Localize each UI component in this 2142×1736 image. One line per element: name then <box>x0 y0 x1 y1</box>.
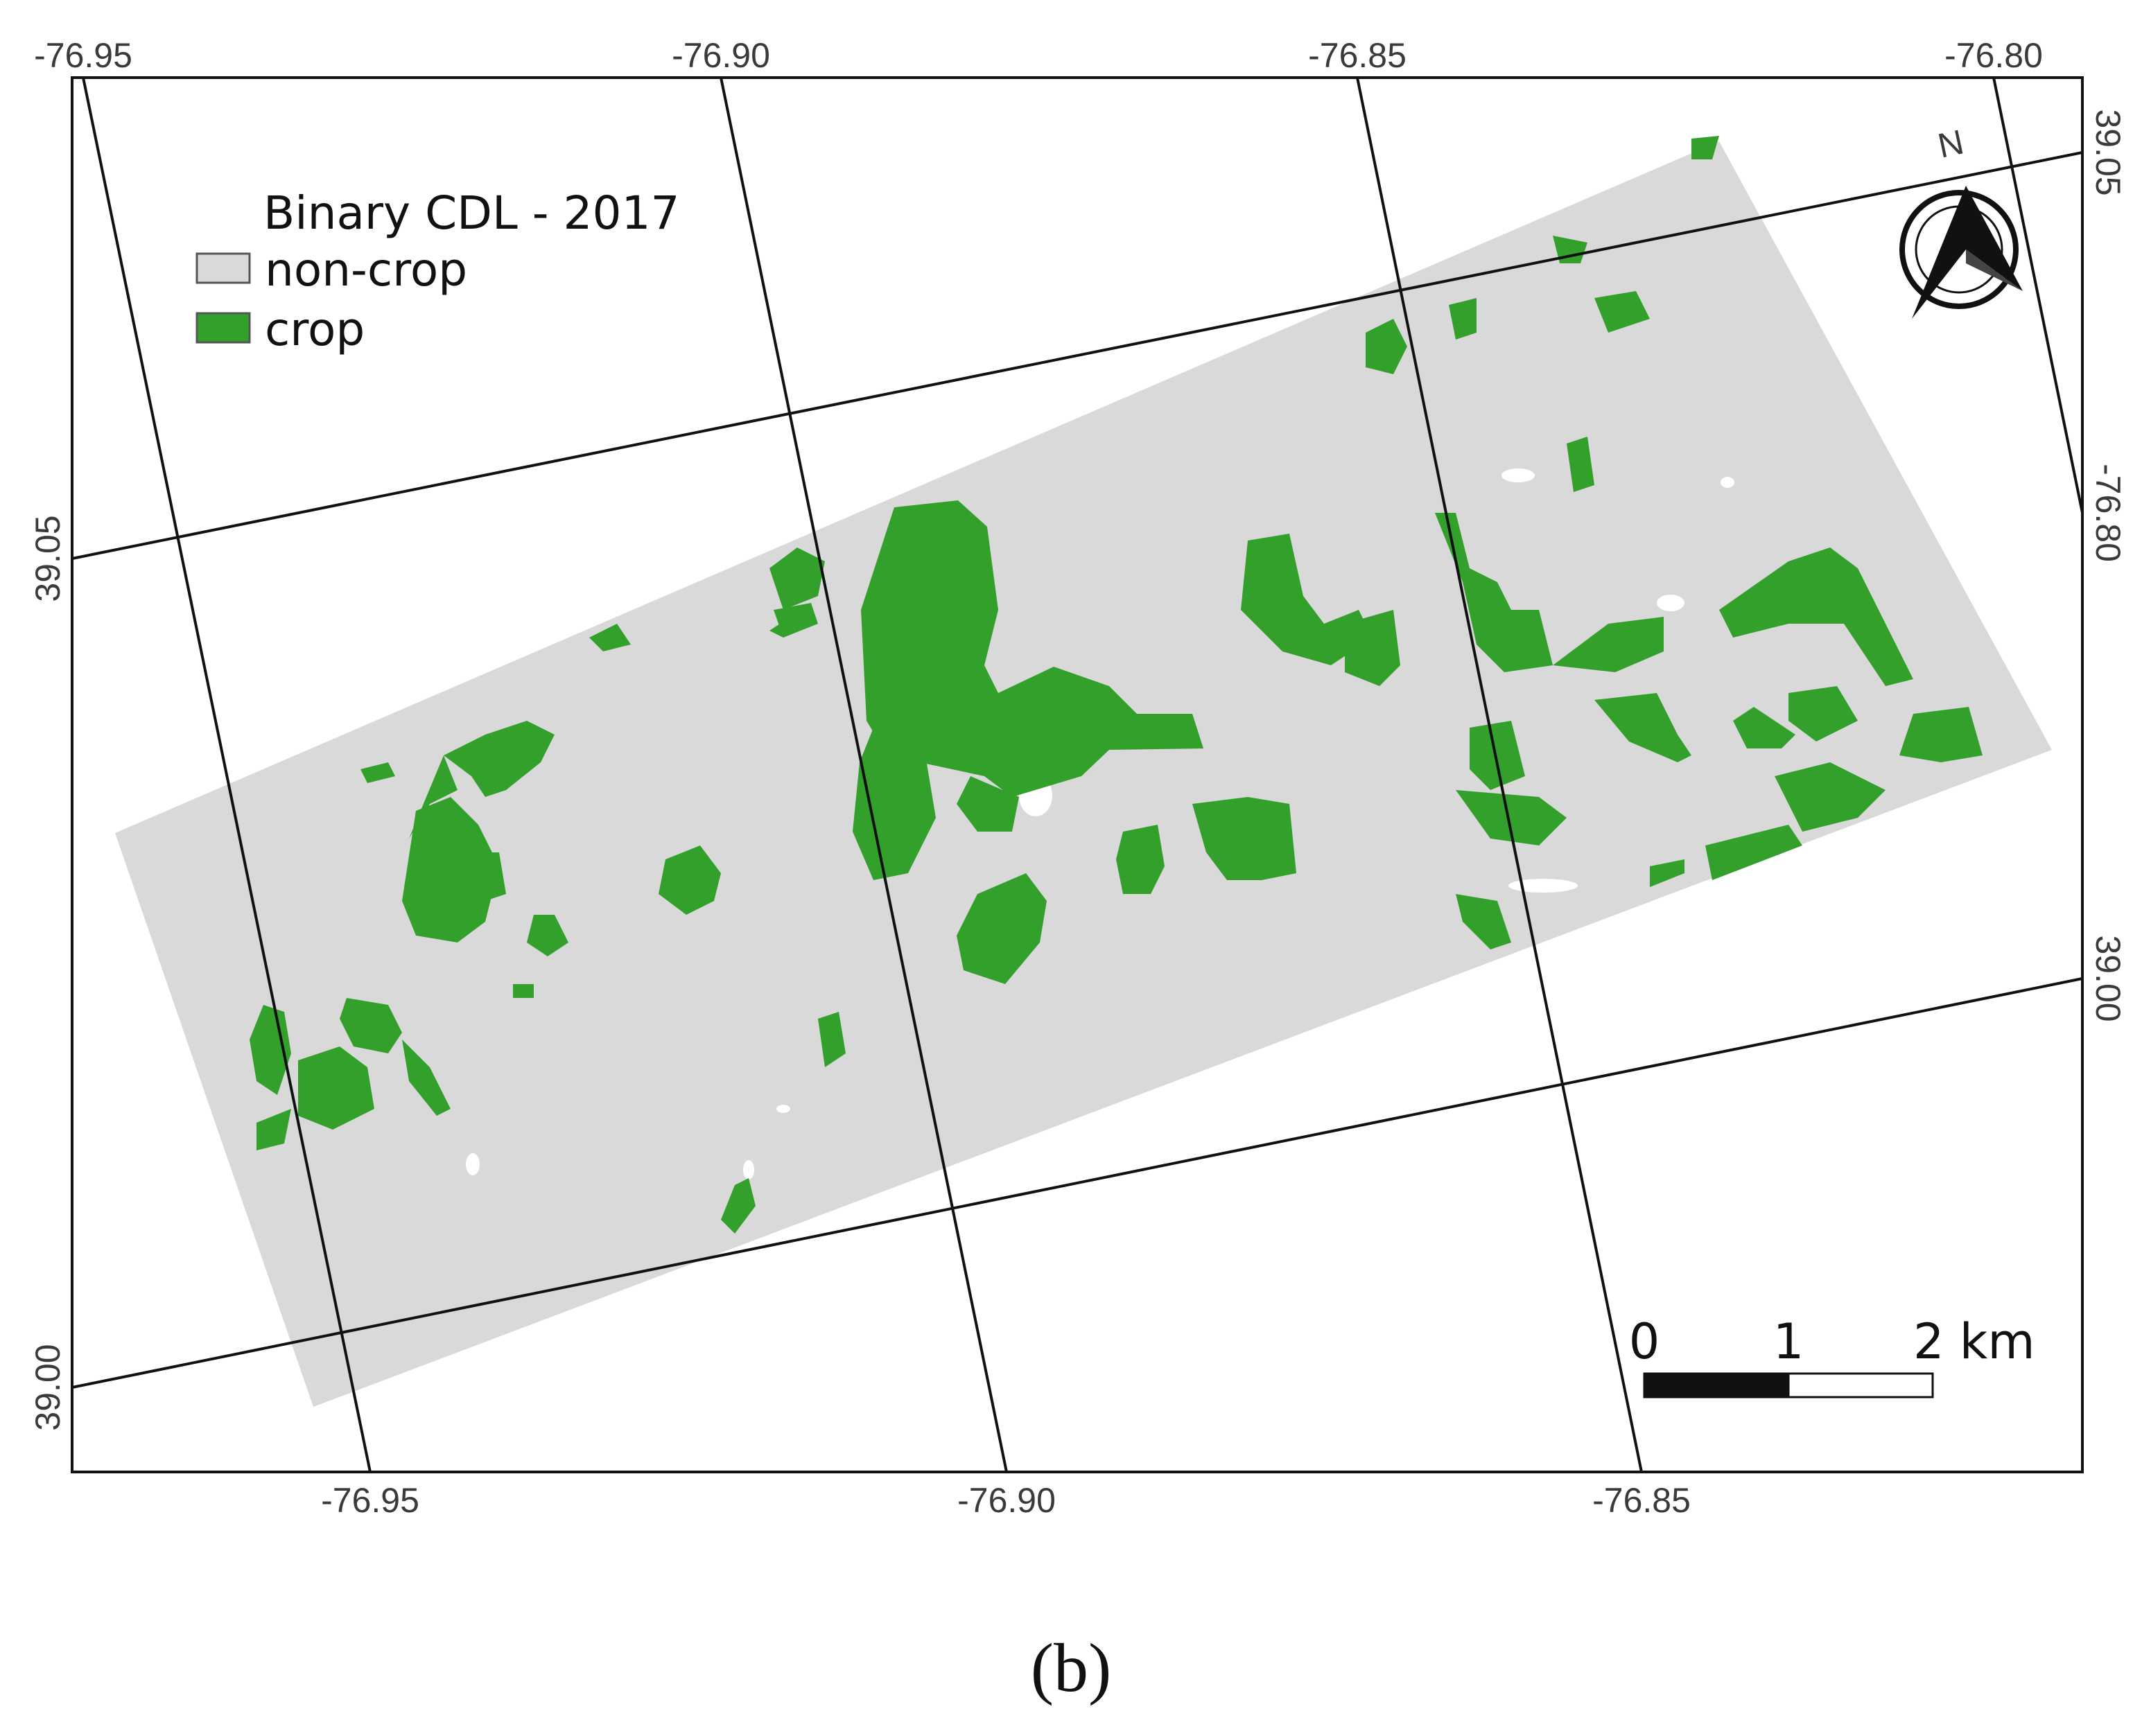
map-border <box>71 76 2084 1473</box>
top-tick-label: -76.90 <box>672 36 770 75</box>
bottom-tick-label: -76.85 <box>1592 1481 1691 1520</box>
legend-title: Binary CDL - 2017 <box>263 186 679 240</box>
top-tick-label: -76.95 <box>34 36 132 75</box>
north-label: N <box>1935 122 1967 165</box>
scale-label-0: 0 <box>1629 1313 1660 1370</box>
scale-bar: 0 1 2 km <box>1629 1313 2035 1399</box>
top-tick-label: -76.80 <box>1944 36 2043 75</box>
scale-label-2: 2 km <box>1913 1313 2035 1370</box>
right-tick-label: 39.05 <box>2089 109 2127 195</box>
north-arrow-icon: N <box>1899 122 2023 319</box>
bottom-tick-label: -76.90 <box>957 1481 1056 1520</box>
left-tick-label: 39.00 <box>28 1344 67 1430</box>
legend-swatch-noncrop <box>195 252 251 284</box>
top-tick-label: -76.85 <box>1308 36 1407 75</box>
crop-patches <box>250 136 1983 1234</box>
map-content <box>71 77 2084 1473</box>
bottom-tick-label: -76.95 <box>321 1481 419 1520</box>
right-axis: 39.05 -76.80 39.00 <box>2089 109 2127 1022</box>
legend-label-noncrop: non-crop <box>265 243 467 297</box>
scale-label-1: 1 <box>1773 1313 1804 1370</box>
graticule <box>71 77 2084 1473</box>
right-tick-label: 39.00 <box>2089 935 2127 1022</box>
top-axis: -76.95 -76.90 -76.85 -76.80 <box>34 36 2043 75</box>
left-axis: 39.05 39.00 <box>28 515 67 1430</box>
legend: Binary CDL - 2017 non-crop crop <box>195 186 679 356</box>
bottom-axis: -76.95 -76.90 -76.85 <box>321 1481 1691 1520</box>
left-tick-label: 39.05 <box>28 515 67 602</box>
figure-caption: (b) <box>1031 1629 1112 1706</box>
right-tick-label: -76.80 <box>2089 464 2127 562</box>
legend-swatch-crop <box>195 312 251 344</box>
legend-label-crop: crop <box>265 303 365 356</box>
